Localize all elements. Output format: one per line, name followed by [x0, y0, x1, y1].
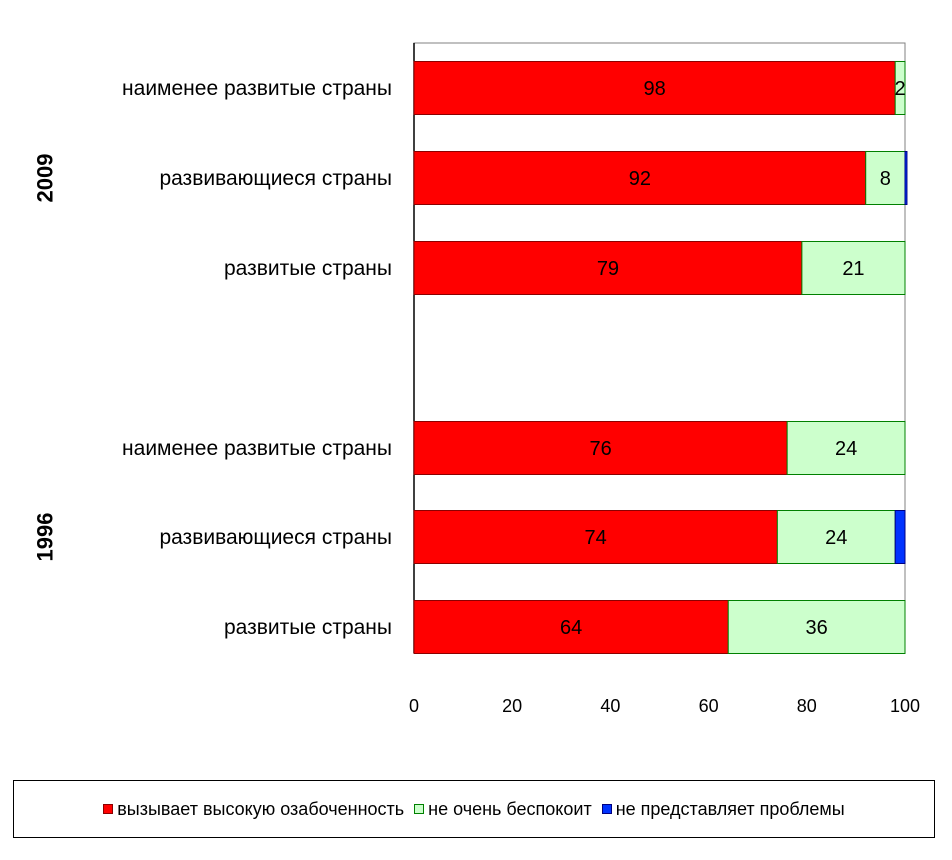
data-label: 74: [585, 527, 607, 549]
legend: вызывает высокую озабоченность не очень б…: [13, 780, 935, 838]
legend-label: не очень беспокоит: [428, 798, 592, 819]
group-label: 1996: [33, 513, 58, 562]
chart: 0 20 40 60 80 100 2009 наименее развитые страны…: [33, 42, 920, 716]
group-label: 2009: [33, 154, 58, 203]
x-tick-label: 60: [699, 696, 719, 716]
bar-segment: [413, 421, 788, 475]
category-label: развитые страны: [224, 616, 392, 639]
bar-segment: [776, 510, 896, 564]
data-label: 21: [842, 258, 864, 280]
data-label: 2: [895, 78, 906, 100]
data-label: 64: [560, 617, 582, 639]
x-tick-label: 80: [797, 696, 817, 716]
category-label: развивающиеся страны: [159, 167, 392, 190]
data-label: 79: [597, 258, 619, 280]
category-label: развитые страны: [224, 257, 392, 280]
legend-label: вызывает высокую озабоченность: [117, 798, 405, 819]
data-label: 76: [589, 438, 611, 460]
category-label: наименее развитые страны: [122, 77, 392, 100]
legend-swatch: [103, 804, 114, 814]
data-label: 24: [825, 527, 847, 549]
data-label: 36: [805, 617, 827, 639]
bar-segment: [413, 241, 803, 295]
data-label: 8: [880, 168, 891, 190]
bar-segment: [786, 421, 906, 475]
bar-segment: [413, 600, 729, 654]
bar-segment: [894, 61, 906, 115]
legend-item: вызывает высокую озабоченность: [103, 799, 404, 820]
x-tick-label: 20: [502, 696, 522, 716]
bar-segment: [904, 151, 908, 205]
legend-item: не представляет проблемы: [601, 798, 845, 820]
category-label: наименее развитые страны: [122, 437, 392, 460]
category-label: развивающиеся страны: [159, 526, 392, 549]
legend-item: не очень беспокоит: [414, 799, 592, 820]
x-tick-label: 0: [409, 696, 419, 716]
x-tick-label: 100: [890, 696, 920, 716]
bar-segment: [413, 151, 867, 205]
data-label: 98: [643, 78, 665, 100]
bar-segment: [894, 510, 906, 564]
legend-label: не представляет проблемы: [615, 798, 845, 819]
bar-segment: [865, 151, 906, 205]
bar-segment: [413, 61, 896, 115]
data-label: 24: [835, 438, 857, 460]
legend-swatch: [414, 804, 425, 814]
data-label: 92: [629, 168, 651, 190]
bar-segment: [801, 241, 906, 295]
x-tick-label: 40: [600, 696, 620, 716]
bar-segment: [727, 600, 906, 654]
legend-swatch: [601, 804, 612, 814]
